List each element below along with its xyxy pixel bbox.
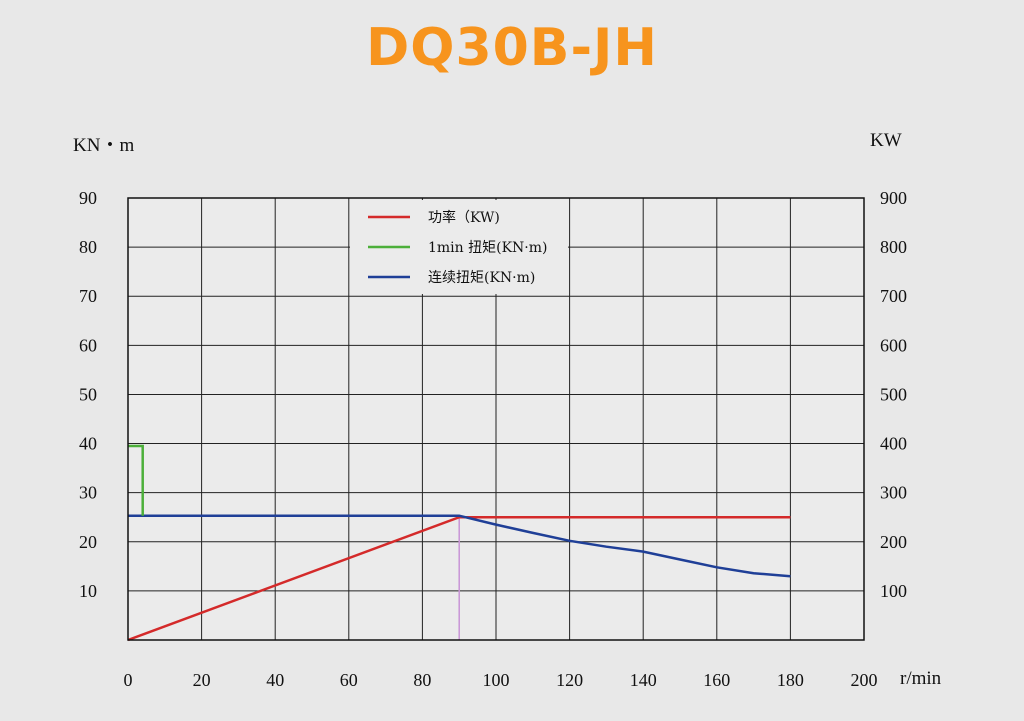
plot-frame [127, 197, 865, 641]
y-tick-label-left: 20 [79, 532, 97, 552]
y-tick-label-left: 10 [79, 581, 97, 601]
y-tick-label-right: 800 [880, 237, 907, 257]
y-tick-label-right: 700 [880, 286, 907, 306]
y-tick-label-left: 50 [79, 384, 97, 404]
x-tick-label: 40 [266, 670, 284, 690]
legend-entry: 连续扭矩(KN·m) [428, 269, 535, 286]
x-tick-label: 160 [703, 670, 730, 690]
y-tick-label-left: 60 [79, 335, 97, 355]
series-line-1 [128, 444, 144, 516]
x-tick-label: 80 [413, 670, 431, 690]
y-tick-label-right: 600 [880, 335, 907, 355]
x-tick-label: 100 [483, 670, 510, 690]
y-tick-label-right: 100 [880, 581, 907, 601]
y-tick-label-left: 40 [79, 434, 97, 454]
legend-entry: 功率（KW) [428, 209, 500, 226]
x-tick-label: 20 [193, 670, 211, 690]
series-line-0 [127, 515, 791, 642]
legend: 功率（KW) 1min 扭矩(KN·m) 连续扭矩(KN·m) [350, 200, 568, 294]
y-tick-label-right: 300 [880, 483, 907, 503]
x-tick-label: 120 [556, 670, 583, 690]
y-tick-label-left: 80 [79, 237, 97, 257]
y-tick-label-left: 70 [79, 286, 97, 306]
y-tick-label-left: 90 [79, 188, 97, 208]
chart-title: DQ30B-JH [366, 18, 658, 78]
x-tick-label: 140 [630, 670, 657, 690]
x-tick-label: 0 [124, 670, 133, 690]
left-axis-unit: KN・m [73, 135, 135, 156]
y-tick-label-right: 200 [880, 532, 907, 552]
x-tick-label: 180 [777, 670, 804, 690]
x-tick-label: 200 [851, 670, 878, 690]
tick-labels: 0 20 40 60 80 100 120 140 160 180 200 10 20 30 40 50 60 7… [79, 188, 907, 690]
series-lines [127, 444, 791, 642]
y-tick-label-right: 500 [880, 384, 907, 404]
y-tick-label-right: 900 [880, 188, 907, 208]
grid [128, 198, 864, 640]
x-axis-unit: r/min [900, 668, 942, 689]
series-line-2 [128, 514, 791, 578]
y-tick-label-left: 30 [79, 483, 97, 503]
x-tick-label: 60 [340, 670, 358, 690]
legend-entry: 1min 扭矩(KN·m) [428, 240, 548, 256]
y-tick-label-right: 400 [880, 434, 907, 454]
right-axis-unit: KW [870, 130, 902, 151]
